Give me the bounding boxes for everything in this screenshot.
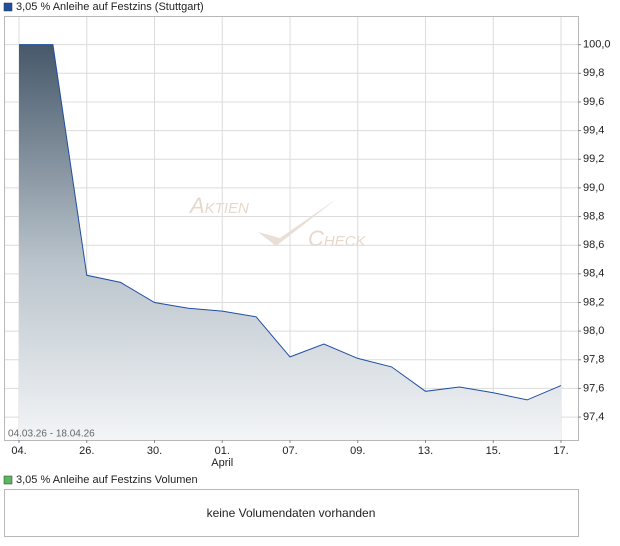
- y-tick-label: 98,2: [583, 296, 604, 308]
- x-tick-label: 26.: [79, 445, 94, 457]
- x-tick-label: 01.: [215, 445, 230, 457]
- y-tick-label: 97,8: [583, 354, 604, 366]
- legend-label: 3,05 % Anleihe auf Festzins Volumen: [16, 474, 198, 486]
- x-tick-label: 09.: [350, 445, 365, 457]
- area: [19, 44, 561, 440]
- y-tick-label: 100,0: [583, 39, 611, 51]
- x-sublabel: April: [211, 457, 233, 469]
- y-tick-label: 99,6: [583, 96, 604, 108]
- legend-label: 3,05 % Anleihe auf Festzins (Stuttgart): [16, 1, 204, 13]
- x-tick-label: 13.: [418, 445, 433, 457]
- legend-swatch: [3, 475, 13, 485]
- date-range: 04.03.26 - 18.04.26: [8, 429, 95, 440]
- y-tick-label: 99,4: [583, 125, 604, 137]
- plot-frame: [4, 16, 579, 441]
- plot-area: [4, 16, 578, 440]
- volume-panel: [4, 489, 579, 537]
- y-tick-label: 97,6: [583, 382, 604, 394]
- y-tick-label: 97,4: [583, 411, 604, 423]
- y-tick-label: 98,8: [583, 210, 604, 222]
- x-tick-label: 15.: [486, 445, 501, 457]
- y-tick-label: 98,4: [583, 268, 604, 280]
- x-tick-label: 30.: [147, 445, 162, 457]
- x-tick-label: 04.: [11, 445, 26, 457]
- y-tick-label: 99,2: [583, 153, 604, 165]
- watermark: Check: [308, 226, 367, 251]
- x-tick-label: 17.: [553, 445, 568, 457]
- line: [19, 44, 562, 401]
- watermark: Aktien: [188, 193, 249, 218]
- x-tick-label: 07.: [282, 445, 297, 457]
- y-tick-label: 99,0: [583, 182, 604, 194]
- y-tick-label: 98,0: [583, 325, 604, 337]
- y-tick-label: 98,6: [583, 239, 604, 251]
- volume-message: keine Volumendaten vorhanden: [207, 506, 376, 520]
- y-tick-label: 99,8: [583, 67, 604, 79]
- legend-swatch: [3, 2, 13, 12]
